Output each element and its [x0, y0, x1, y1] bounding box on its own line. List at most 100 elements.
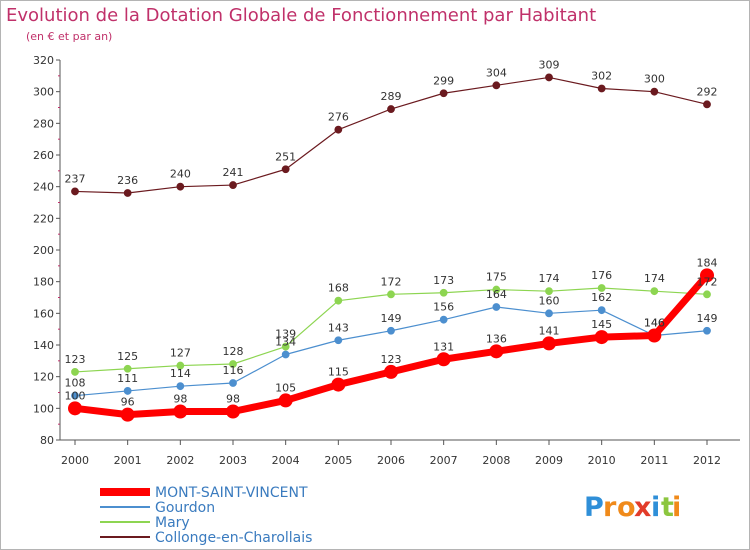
logo-letter: o: [617, 492, 636, 523]
y-tick-label: 160: [33, 307, 54, 320]
data-point-collonge-en-charollais: [703, 100, 711, 109]
data-label-mont-saint-vincent: 123: [381, 353, 402, 366]
data-point-gourdon: [123, 387, 132, 395]
data-point-mary: [334, 296, 343, 305]
y-tick-label: 320: [33, 54, 54, 67]
data-label-mont-saint-vincent: 145: [591, 318, 612, 331]
y-tick-label: 140: [33, 339, 54, 352]
y-tick-label: 80: [40, 434, 54, 447]
legend-label: Mary: [155, 515, 190, 531]
y-tick-label: 220: [33, 212, 54, 225]
data-label-collonge-en-charollais: 251: [275, 150, 296, 163]
data-label-gourdon: 114: [170, 367, 191, 380]
x-tick-label: 2010: [588, 454, 616, 467]
data-point-collonge-en-charollais: [229, 181, 237, 189]
data-label-mary: 125: [117, 350, 138, 363]
legend-label: MONT-SAINT-VINCENT: [155, 485, 308, 501]
data-point-gourdon: [703, 326, 711, 335]
x-tick-label: 2005: [324, 454, 352, 467]
data-label-mary: 174: [644, 272, 665, 285]
data-label-gourdon: 160: [539, 294, 560, 307]
data-point-collonge-en-charollais: [176, 182, 185, 191]
data-point-collonge-en-charollais: [387, 105, 395, 113]
data-point-gourdon: [597, 306, 606, 315]
x-tick-label: 2004: [272, 454, 300, 467]
y-tick-label: 180: [33, 276, 54, 289]
legend-label: Collonge-en-Charollais: [155, 530, 312, 546]
data-point-gourdon: [545, 309, 553, 318]
data-label-mary: 175: [486, 271, 507, 284]
data-point-mary: [492, 285, 501, 294]
data-point-mary: [545, 287, 553, 296]
data-label-collonge-en-charollais: 300: [644, 73, 665, 86]
data-label-gourdon: 162: [591, 291, 612, 304]
data-label-mary: 123: [65, 353, 86, 366]
x-tick-label: 2007: [430, 454, 458, 467]
logo-letter: i: [672, 492, 681, 523]
data-point-mont-saint-vincent: [436, 352, 451, 367]
data-point-mont-saint-vincent: [278, 393, 293, 408]
x-tick-label: 2003: [219, 454, 247, 467]
x-tick-label: 2012: [693, 454, 721, 467]
data-labels: 237 236 240 241 251 276 289 299 304 309 302 300 292 1…: [65, 58, 718, 408]
data-point-mary: [597, 284, 606, 292]
logo-letter: i: [651, 492, 660, 523]
data-point-collonge-en-charollais: [545, 73, 553, 82]
data-label-mary: 168: [328, 282, 349, 295]
logo-letter: x: [634, 492, 651, 523]
x-tick-label: 2011: [640, 454, 668, 467]
data-point-mary: [703, 290, 711, 299]
data-point-collonge-en-charollais: [492, 81, 501, 90]
data-label-collonge-en-charollais: 241: [223, 166, 244, 179]
data-label-collonge-en-charollais: 237: [65, 172, 86, 185]
legend-label: Gourdon: [155, 500, 215, 516]
logo-letter: r: [603, 492, 617, 523]
data-label-mary: 174: [539, 272, 560, 285]
data-label-gourdon: 164: [486, 288, 507, 301]
data-label-collonge-en-charollais: 236: [117, 174, 138, 187]
data-label-mont-saint-vincent: 96: [121, 396, 135, 409]
x-tick-label: 2001: [114, 454, 142, 467]
data-label-mont-saint-vincent: 141: [539, 324, 560, 337]
data-point-mary: [387, 290, 395, 299]
data-label-mary: 127: [170, 347, 191, 360]
chart-subtitle: (en € et par an): [26, 30, 112, 43]
data-label-collonge-en-charollais: 276: [328, 111, 349, 124]
data-label-gourdon: 156: [433, 301, 454, 314]
data-point-collonge-en-charollais: [123, 189, 132, 197]
x-tick-label: 2002: [166, 454, 194, 467]
y-tick-label: 200: [33, 244, 54, 257]
y-tick-label: 260: [33, 149, 54, 162]
data-point-gourdon: [281, 350, 290, 359]
chart-title: Evolution de la Dotation Globale de Fonc…: [6, 5, 596, 26]
data-point-mont-saint-vincent: [594, 330, 609, 345]
data-label-collonge-en-charollais: 289: [381, 90, 402, 103]
data-label-mary: 139: [275, 328, 296, 341]
data-label-gourdon: 108: [65, 377, 86, 390]
y-tick-label: 120: [33, 371, 54, 384]
data-point-collonge-en-charollais: [281, 165, 290, 174]
data-label-collonge-en-charollais: 240: [170, 168, 191, 181]
legend: MONT-SAINT-VINCENTGourdonMaryCollonge-en…: [100, 485, 312, 546]
data-point-gourdon: [229, 379, 237, 387]
data-point-mont-saint-vincent: [226, 404, 240, 419]
data-point-mary: [439, 288, 448, 297]
data-point-gourdon: [387, 326, 395, 335]
data-label-collonge-en-charollais: 302: [591, 70, 612, 83]
data-point-mary: [650, 287, 659, 296]
y-tick-label: 280: [33, 117, 54, 130]
data-label-collonge-en-charollais: 292: [697, 85, 718, 98]
data-label-gourdon: 149: [697, 312, 718, 325]
data-label-mont-saint-vincent: 100: [65, 389, 86, 402]
data-point-mont-saint-vincent: [331, 377, 346, 392]
data-point-mont-saint-vincent: [384, 364, 398, 379]
data-label-mont-saint-vincent: 115: [328, 366, 349, 379]
data-label-collonge-en-charollais: 309: [539, 58, 560, 71]
data-label-mont-saint-vincent: 105: [275, 381, 296, 394]
data-point-gourdon: [492, 303, 501, 311]
data-label-gourdon: 149: [381, 312, 402, 325]
data-label-collonge-en-charollais: 304: [486, 66, 507, 79]
data-label-gourdon: 116: [223, 364, 244, 377]
data-label-mary: 172: [697, 275, 718, 288]
